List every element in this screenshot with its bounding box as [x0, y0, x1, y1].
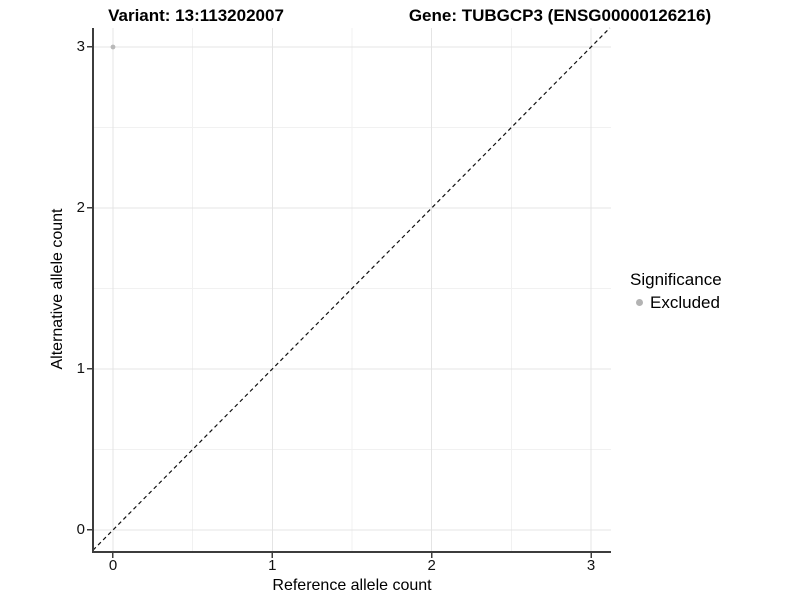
x-tick-label: 2 — [427, 557, 436, 574]
legend: Excluded — [636, 293, 720, 312]
y-tick-label: 2 — [76, 198, 85, 216]
legend-key-dot-icon — [636, 299, 643, 306]
identity-line — [92, 27, 611, 551]
data-point — [110, 44, 116, 50]
x-tick-label: 1 — [268, 557, 277, 574]
variant-title: Variant: 13:113202007 — [108, 6, 284, 25]
y-tick-label: 0 — [76, 520, 85, 538]
legend-entry: Excluded — [636, 293, 720, 312]
y-tick-label: 1 — [76, 359, 85, 377]
legend-title: Significance — [630, 270, 722, 289]
x-axis-title: Reference allele count — [272, 577, 432, 594]
gene-title: Gene: TUBGCP3 (ENSG00000126216) — [408, 6, 712, 25]
legend-entry-label: Excluded — [650, 292, 720, 312]
y-tick-label: 3 — [76, 37, 85, 55]
y-axis-title: Alternative allele count — [49, 208, 66, 370]
x-tick-label: 0 — [108, 557, 118, 574]
x-tick-label: 3 — [586, 557, 596, 574]
